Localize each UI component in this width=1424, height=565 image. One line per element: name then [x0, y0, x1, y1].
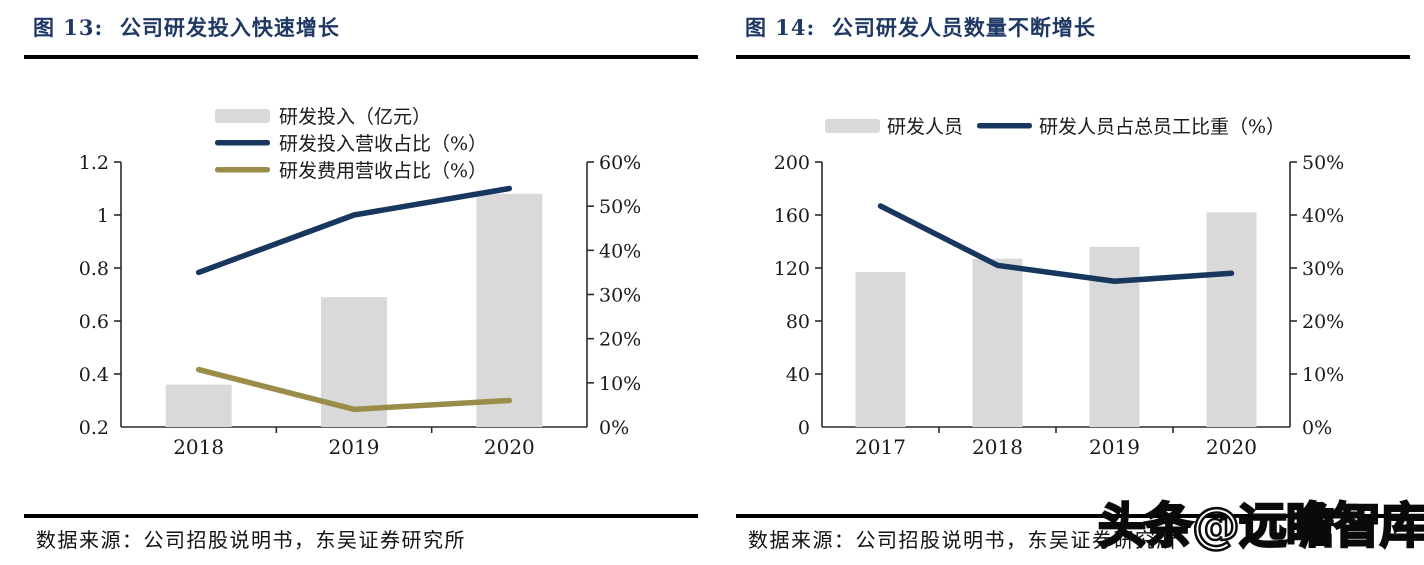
line-series-0	[877, 203, 1235, 284]
figure-13-title: 图 13: 公司研发投入快速增长	[33, 15, 340, 40]
right-tick-label: 30%	[1302, 258, 1344, 280]
right-tick-label: 30%	[599, 285, 641, 307]
legend-label: 研发费用营收占比（%）	[279, 160, 487, 182]
legend-line-swatch	[215, 167, 270, 173]
line-series-0	[195, 185, 513, 276]
legend-label: 研发人员	[887, 116, 963, 138]
bar-2019	[1089, 246, 1140, 427]
right-tick-label: 40%	[599, 240, 641, 262]
x-axis-label: 2019	[329, 435, 380, 459]
right-tick-label: 50%	[1302, 152, 1344, 174]
left-tick-label: 0	[798, 417, 810, 439]
x-axis-label: 2018	[173, 435, 224, 459]
legend-label: 研发人员占总员工比重（%）	[1039, 116, 1285, 138]
legend-line-swatch	[215, 140, 270, 146]
x-axis-label: 2019	[1089, 435, 1140, 459]
right-tick-label: 10%	[599, 373, 641, 395]
left-tick-label: 40	[786, 364, 810, 386]
left-tick-label: 80	[786, 311, 810, 333]
legend-line-swatch	[977, 123, 1032, 129]
figure-14-footer-rule	[736, 514, 1410, 518]
bar-2018	[165, 384, 232, 427]
right-tick-label: 10%	[1302, 364, 1344, 386]
right-tick-label: 20%	[599, 329, 641, 351]
x-axis-label: 2020	[484, 435, 535, 459]
legend-label: 研发投入营收占比（%）	[279, 133, 487, 155]
left-tick-label: 160	[774, 205, 810, 227]
figure-13-footer-rule	[24, 514, 698, 518]
right-tick-label: 0%	[1302, 417, 1332, 439]
line-series-1	[195, 366, 513, 413]
figure-14-chart: 0 40 80 120 160 200 0% 10% 20% 30% 40% 50% 2017 2018 2…	[774, 116, 1345, 459]
left-tick-label: 0.8	[79, 258, 109, 280]
legend-label: 研发投入（亿元）	[279, 106, 431, 128]
bar-2020	[1206, 212, 1257, 427]
left-tick-label: 120	[774, 258, 810, 280]
figure-13-title-rule	[24, 55, 698, 59]
right-tick-label: 20%	[1302, 311, 1344, 333]
figure-14-source: 数据来源：公司招股说明书，东吴证券研究所	[748, 528, 1178, 552]
legend-bar-swatch	[825, 119, 880, 133]
right-tick-label: 50%	[599, 196, 641, 218]
figure-13-chart: 0.2 0.4 0.6 0.8 1 1.2 0% 10% 20% 30% 40% 50% 60% 2018…	[79, 106, 641, 459]
figure-14-title-rule	[736, 55, 1410, 59]
bar-2020	[476, 193, 543, 427]
figure-14-title: 图 14: 公司研发人员数量不断增长	[745, 15, 1096, 40]
left-tick-label: 0.4	[79, 364, 109, 386]
left-tick-label: 200	[774, 152, 810, 174]
left-tick-label: 0.2	[79, 417, 109, 439]
right-tick-label: 0%	[599, 417, 629, 439]
left-tick-label: 0.6	[79, 311, 109, 333]
x-axis-label: 2018	[972, 435, 1023, 459]
right-tick-label: 60%	[599, 152, 641, 174]
figure-13-source: 数据来源：公司招股说明书，东吴证券研究所	[36, 528, 466, 552]
left-tick-label: 1.2	[79, 152, 109, 174]
right-tick-label: 40%	[1302, 205, 1344, 227]
figure-14-panel: 图 14: 公司研发人员数量不断增长 0 40 80 120 160 200 0% 10% 20…	[712, 0, 1424, 565]
x-axis-label: 2020	[1206, 435, 1257, 459]
toutiao-watermark: 头条@远瞻智库	[1097, 497, 1424, 556]
legend-bar-swatch	[215, 109, 270, 123]
bar-2017	[855, 271, 906, 427]
bar-2018	[972, 258, 1023, 427]
x-axis-label: 2017	[855, 435, 906, 459]
figure-13-panel: 图 13: 公司研发投入快速增长 0.2 0.4 0.6 0.8 1 1.2 0% 10% 20…	[24, 15, 698, 552]
left-tick-label: 1	[97, 205, 109, 227]
